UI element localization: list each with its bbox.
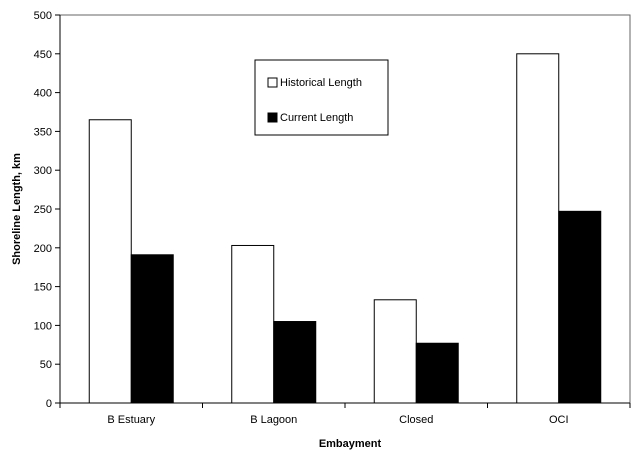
y-axis: 0 50 100 150 200 250 300 350 400 450 500: [34, 10, 60, 410]
bars: [88, 53, 602, 404]
y-tick-label: 500: [34, 10, 52, 22]
y-tick-label: 0: [46, 398, 52, 410]
x-tick-label: B Lagoon: [250, 414, 297, 426]
y-axis-title: Shoreline Length, km: [11, 153, 23, 265]
bar-historical-closed: [373, 299, 417, 404]
y-tick-label: 250: [34, 204, 52, 216]
y-tick-label: 50: [40, 359, 52, 371]
bar-current-closed: [415, 342, 459, 404]
legend-swatch-current: [267, 112, 278, 123]
x-tick-label: Closed: [399, 414, 433, 426]
y-tick-label: 150: [34, 282, 52, 294]
y-tick-label: 400: [34, 88, 52, 100]
y-tick-label: 200: [34, 243, 52, 255]
legend-label-historical: Historical Length: [280, 77, 362, 89]
y-tick-label: 450: [34, 49, 52, 61]
bar-historical-b-lagoon: [231, 244, 275, 404]
bar-historical-b-estuary: [88, 119, 132, 404]
x-tick-label: B Estuary: [107, 414, 155, 426]
bar-historical-oci: [516, 53, 560, 404]
bar-current-b-estuary: [130, 254, 174, 404]
y-tick-label: 300: [34, 165, 52, 177]
legend: Historical Length Current Length: [254, 59, 389, 136]
legend-swatch-historical: [267, 77, 278, 88]
bar-current-b-lagoon: [273, 321, 317, 404]
x-tick-label: OCI: [549, 414, 569, 426]
x-axis-title: Embayment: [319, 438, 382, 450]
y-tick-label: 350: [34, 126, 52, 138]
y-tick-label: 100: [34, 320, 52, 332]
legend-label-current: Current Length: [280, 112, 353, 124]
bar-current-oci: [558, 210, 602, 404]
